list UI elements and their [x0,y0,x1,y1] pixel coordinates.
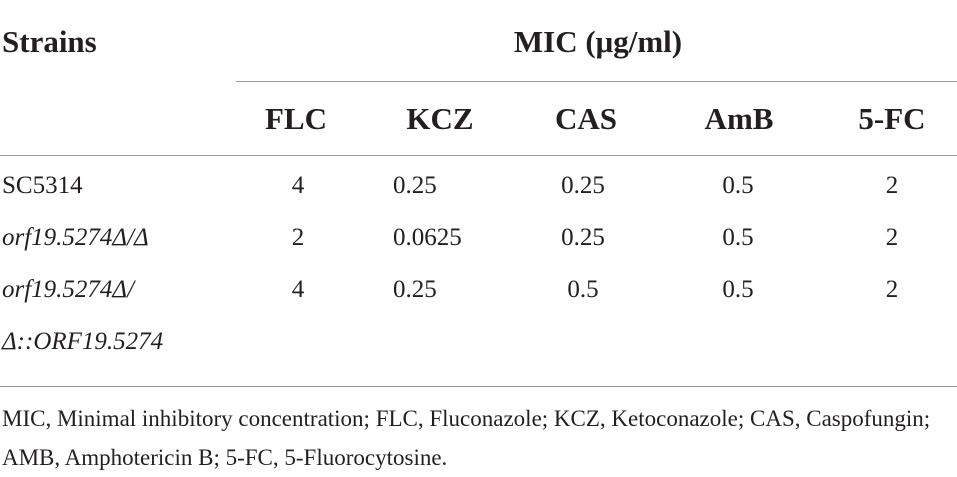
value-5fc: 2 [885,276,899,303]
strains-header: Strains [2,24,97,59]
column-header-5fc: 5-FC [858,101,926,136]
column-header-kcz: KCZ [406,101,474,136]
value-amb: 0.5 [722,224,754,251]
value-flc: 4 [291,172,305,199]
value-cas: 0.25 [561,224,605,251]
column-header-cas: CAS [554,101,618,136]
value-kcz: 0.25 [393,276,437,303]
value-cas: 0.5 [567,276,599,303]
value-cas: 0.25 [561,172,605,199]
value-amb: 0.5 [722,276,754,303]
strain-name-continued: Δ::ORF19.5274 [2,328,164,355]
mic-header: MIC (μg/ml) [513,24,683,59]
strain-name: SC5314 [2,172,83,199]
header-bottom-rule [0,155,957,156]
strain-name: orf19.5274Δ/Δ [2,224,149,251]
strain-name: orf19.5274Δ/ [2,276,135,303]
value-amb: 0.5 [722,172,754,199]
header-divider [236,81,957,82]
value-5fc: 2 [885,224,899,251]
table-footnote: MIC, Minimal inhibitory concentration; F… [2,406,931,470]
column-header-amb: AmB [704,101,774,136]
value-5fc: 2 [885,172,899,199]
value-flc: 2 [291,224,305,251]
value-flc: 4 [291,276,305,303]
table-bottom-rule [0,386,957,387]
column-header-flc: FLC [265,101,327,136]
value-kcz: 0.25 [393,172,437,199]
value-kcz: 0.0625 [393,224,462,251]
